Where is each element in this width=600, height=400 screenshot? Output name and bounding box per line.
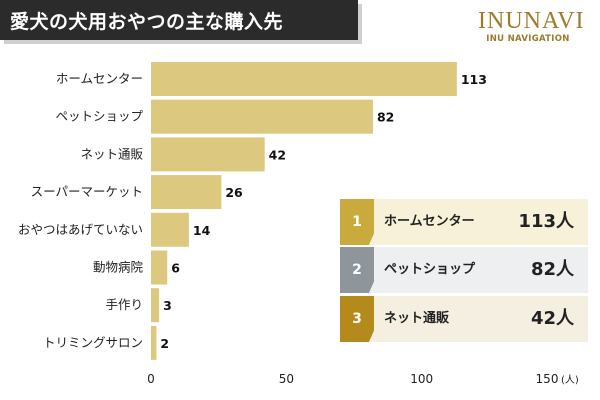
x-tick-label: 150: [536, 372, 559, 386]
value-label: 3: [163, 298, 172, 313]
category-label: 動物病院: [93, 260, 144, 275]
logo-tagline: INU NAVIGATION: [486, 34, 570, 44]
value-label: 14: [193, 223, 211, 238]
bar-6: [151, 250, 168, 285]
title-bar: 愛犬の犬用おやつの主な購入先: [0, 0, 358, 40]
brand-logo: INUNAVI INU NAVIGATION: [478, 8, 585, 44]
bar-1: [151, 62, 457, 96]
rank-badge: 2: [340, 247, 374, 293]
rank-count: 82人: [530, 259, 574, 280]
rank-name: ネット通販: [384, 311, 450, 326]
value-label: 42: [269, 147, 286, 162]
bar-8: [151, 325, 157, 360]
x-tick-label: 0: [147, 372, 155, 386]
category-label: ネット通販: [80, 146, 143, 161]
bar-7: [151, 288, 160, 323]
value-label: 2: [160, 336, 169, 351]
category-label: スーパーマーケット: [31, 184, 143, 199]
rank-name: ペットショップ: [384, 262, 476, 277]
rank-badge: 3: [340, 296, 374, 342]
logo-wordmark: INUNAVI: [478, 8, 585, 34]
x-tick-label: 50: [279, 372, 294, 386]
x-tick-label: 100: [410, 372, 433, 386]
rank-card-1: 1 ホームセンター 113人: [340, 199, 588, 245]
bar-2: [151, 99, 373, 134]
category-label: 手作り: [105, 297, 143, 312]
rank-name: ホームセンター: [384, 214, 475, 229]
value-label: 82: [377, 110, 394, 125]
category-label: ホームセンター: [56, 71, 143, 86]
page-title: 愛犬の犬用おやつの主な購入先: [10, 11, 284, 33]
rank-count: 42人: [530, 308, 574, 329]
bar-3: [151, 137, 265, 172]
bar-4: [151, 175, 222, 210]
category-label: おやつはあげていない: [18, 222, 143, 237]
category-label: トリミングサロン: [43, 335, 143, 350]
rank-card-2: 2 ペットショップ 82人: [340, 247, 588, 293]
value-label: 26: [225, 185, 243, 200]
rank-badge: 1: [340, 199, 374, 245]
value-label: 113: [461, 72, 487, 87]
category-label: ペットショップ: [55, 109, 143, 124]
x-unit-label: (人): [561, 374, 579, 386]
rank-card-3: 3 ネット通販 42人: [340, 296, 588, 342]
value-label: 6: [171, 261, 180, 276]
rank-count: 113人: [518, 211, 574, 232]
bar-5: [151, 212, 189, 247]
